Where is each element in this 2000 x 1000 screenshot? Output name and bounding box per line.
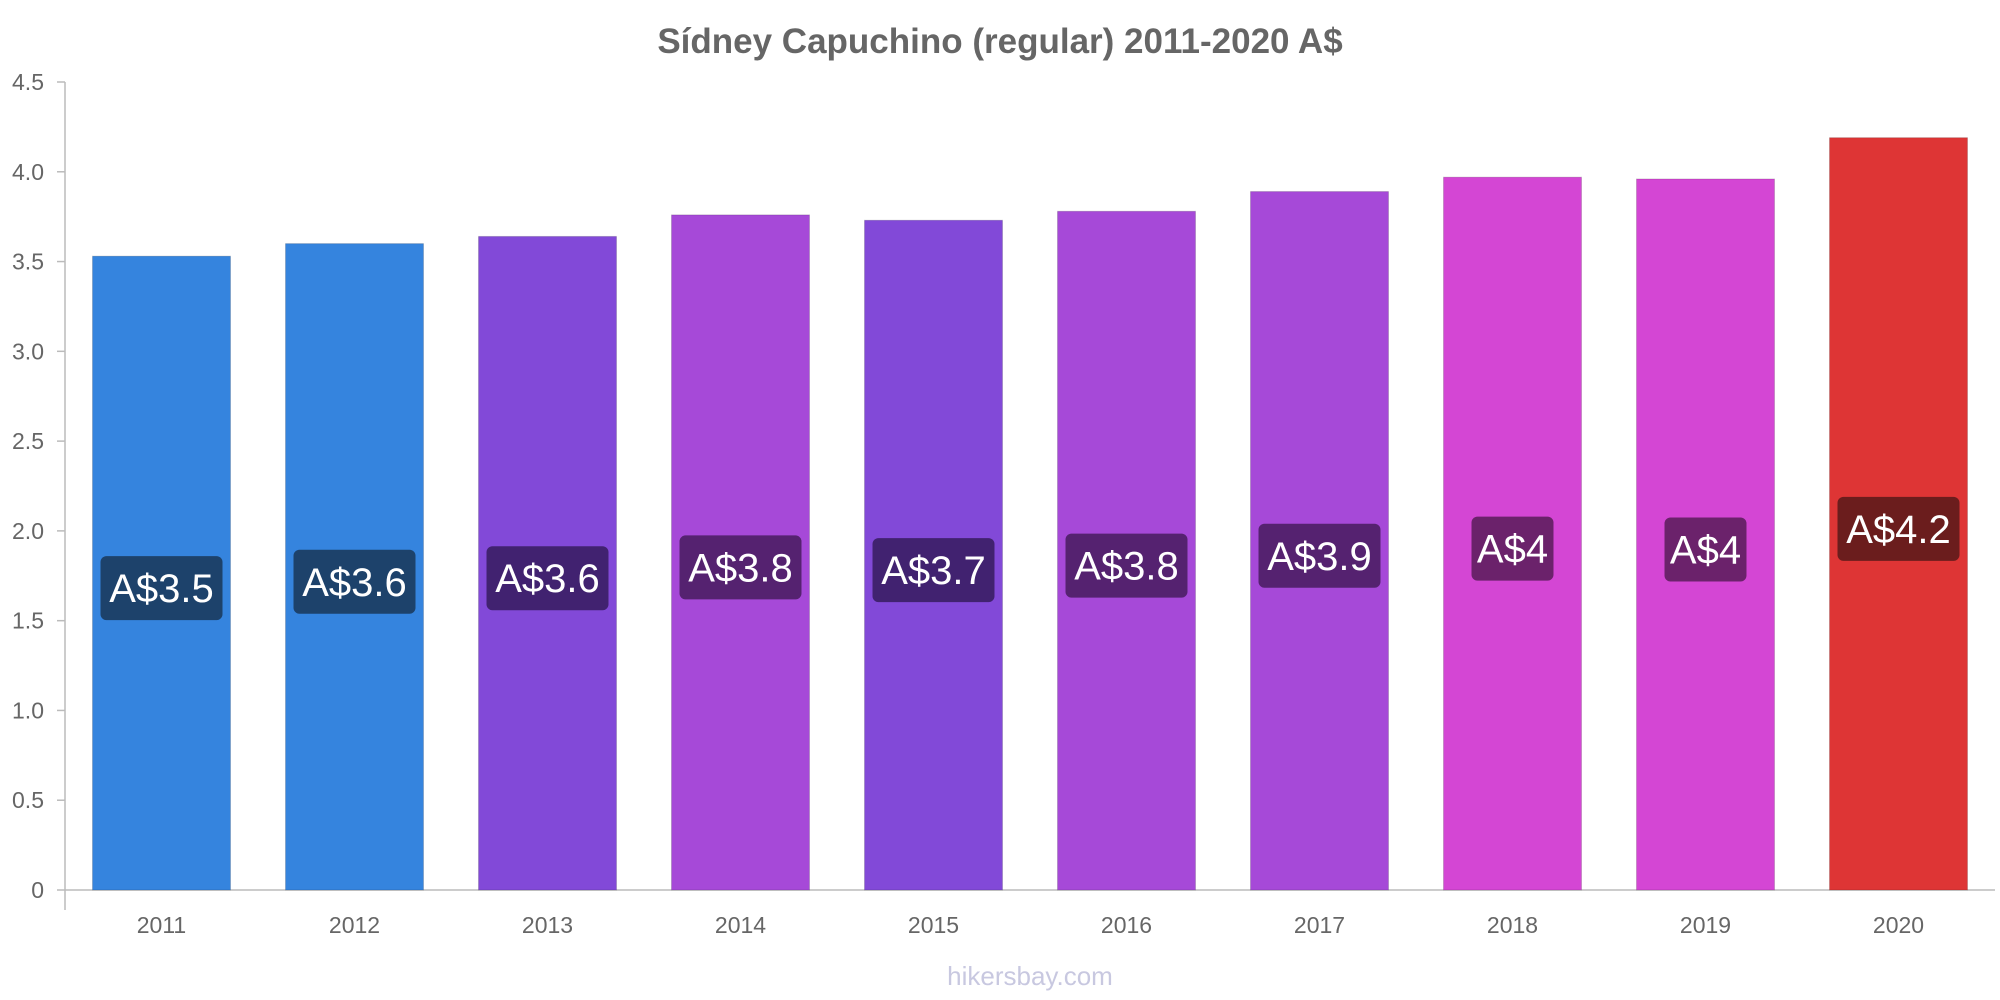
data-label-background (1471, 516, 1554, 581)
data-label-2013: A$3.6 (486, 546, 609, 611)
y-tick-label: 2.5 (12, 428, 44, 454)
x-tick-label: 2014 (715, 912, 766, 938)
x-tick-label: 2016 (1101, 912, 1152, 938)
data-label-2020: A$4.2 (1837, 496, 1960, 561)
data-label-text: A$3.9 (1267, 535, 1372, 579)
x-tick-label: 2017 (1294, 912, 1345, 938)
x-tick-label: 2020 (1873, 912, 1924, 938)
x-tick-label: 2018 (1487, 912, 1538, 938)
y-tick-label: 0.5 (12, 787, 44, 813)
data-label-background (1258, 523, 1381, 588)
chart-title: Sídney Capuchino (regular) 2011-2020 A$ (657, 22, 1342, 61)
y-axis: 0 0.5 1.0 1.5 2.0 2.5 3.0 3.5 4.0 4.5 (12, 69, 66, 910)
data-label-background (679, 535, 802, 600)
data-label-background (872, 538, 995, 603)
y-tick-label: 3.0 (12, 338, 44, 364)
data-label-background (486, 546, 609, 611)
data-label-text: A$3.5 (109, 567, 214, 611)
y-tick-label: 4.5 (12, 69, 44, 95)
x-tick-label: 2015 (908, 912, 959, 938)
x-tick-label: 2013 (522, 912, 573, 938)
data-label-text: A$3.8 (688, 546, 793, 590)
data-label-background (100, 556, 223, 621)
data-label-background (1837, 496, 1960, 561)
y-tick-label: 2.0 (12, 518, 44, 544)
bars-group (92, 137, 1968, 891)
data-label-text: A$3.8 (1074, 545, 1179, 589)
y-tick-label: 1.0 (12, 697, 44, 723)
data-label-2012: A$3.6 (293, 549, 416, 614)
data-label-2018: A$4 (1471, 516, 1554, 581)
data-label-2015: A$3.7 (872, 538, 995, 603)
data-label-text: A$4 (1670, 528, 1741, 572)
data-label-2017: A$3.9 (1258, 523, 1381, 588)
y-tick-label: 1.5 (12, 608, 44, 634)
y-tick-label: 4.0 (12, 159, 44, 185)
data-label-text: A$3.6 (302, 561, 407, 605)
data-label-background (1664, 517, 1747, 582)
x-tick-label: 2019 (1680, 912, 1731, 938)
data-label-text: A$3.6 (495, 557, 600, 601)
data-label-text: A$4.2 (1846, 508, 1951, 552)
data-label-text: A$4 (1477, 528, 1548, 572)
x-tick-label: 2011 (137, 912, 186, 938)
data-label-2019: A$4 (1664, 517, 1747, 582)
data-label-2016: A$3.8 (1065, 533, 1188, 598)
data-labels-group: A$3.5 A$3.6 A$3.6 A$3.8 A$3.7 A$3.8 A$3.9 A$4 A$… (100, 496, 1960, 621)
watermark: hikersbay.com (947, 961, 1113, 991)
data-label-background (293, 549, 416, 614)
x-tick-label: 2012 (329, 912, 380, 938)
x-axis: 2011 2012 2013 2014 2015 2016 2017 2018 2019 2020 (65, 889, 1995, 938)
data-label-background (1065, 533, 1188, 598)
data-label-2014: A$3.8 (679, 535, 802, 600)
data-label-text: A$3.7 (881, 549, 986, 593)
y-tick-label: 3.5 (12, 249, 44, 275)
data-label-2011: A$3.5 (100, 556, 223, 621)
y-tick-label: 0 (31, 877, 44, 903)
